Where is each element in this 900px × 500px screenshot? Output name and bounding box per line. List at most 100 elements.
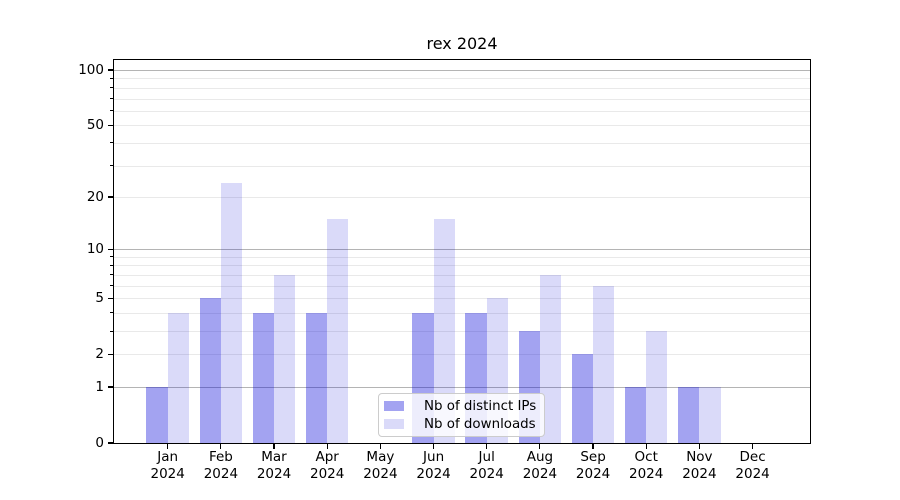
x-tick-year: 2024 [256,465,292,482]
x-tick-label: Jun 2024 [402,449,466,482]
x-tick-month: Jan [157,449,179,465]
gridline-minor [114,110,810,112]
y-tick-mark [107,196,113,198]
y-minor-tick-mark [109,264,113,266]
x-tick-year: 2024 [575,465,611,482]
x-tick-label: Dec 2024 [721,449,785,482]
bar-downloads [167,312,189,443]
chart-title: rex 2024 [426,34,498,53]
x-tick-year: 2024 [629,465,664,482]
x-tick-year: 2024 [682,465,717,482]
bar-distinct-ips [305,312,328,443]
bar-distinct-ips [199,298,221,443]
y-tick-label: 100 [78,62,104,78]
x-tick-mark [751,444,754,449]
x-tick-label: Jan 2024 [136,449,200,482]
x-tick-mark [432,444,435,449]
y-tick-mark [107,297,113,299]
x-tick-mark [539,444,541,449]
bar-downloads [327,218,349,443]
x-tick-label: Mar 2024 [242,449,306,482]
x-tick-month: Mar [261,449,287,465]
bar-downloads [274,274,296,443]
gridline-minor [114,285,810,287]
y-tick-mark [107,353,113,355]
x-tick-month: Aug [526,449,554,465]
x-tick-mark [326,444,328,449]
x-tick-year: 2024 [150,465,185,482]
x-tick-label: Apr 2024 [295,449,359,482]
y-tick-mark [107,248,113,250]
x-tick-mark [273,444,275,449]
x-tick-year: 2024 [363,465,398,482]
y-minor-tick-mark [109,330,113,332]
bar-downloads [646,331,668,443]
gridline-minor [114,78,810,80]
x-tick-mark [698,444,701,449]
x-tick-label: May 2024 [348,449,412,482]
x-tick-year: 2024 [469,465,504,482]
y-tick-mark [107,442,113,444]
y-tick-label: 1 [95,379,104,395]
y-minor-tick-mark [109,77,113,79]
legend-item-downloads: Nb of downloads [384,417,544,431]
x-tick-year: 2024 [203,465,239,482]
bar-distinct-ips [678,387,700,443]
x-tick-month: Apr [315,449,339,465]
x-tick-mark [220,444,222,449]
gridline-minor [114,331,810,332]
x-tick-month: Sep [580,449,606,465]
bar-distinct-ips [252,312,274,443]
gridline-minor [114,354,810,356]
x-tick-year: 2024 [310,465,345,482]
y-tick-mark [107,386,113,388]
gridline-minor [114,196,810,198]
legend-label-distinct-ips: Nb of distinct IPs [424,398,537,414]
bar-distinct-ips [146,387,168,443]
x-tick-year: 2024 [416,465,451,482]
gridline-minor [114,142,810,144]
bar-downloads [539,274,562,443]
y-tick-label: 50 [86,117,104,134]
gridline-minor [114,87,810,89]
x-tick-month: Dec [739,449,766,465]
x-tick-label: Sep 2024 [561,449,625,482]
x-tick-year: 2024 [735,465,770,482]
x-tick-mark [592,444,594,449]
gridline-minor [114,125,810,127]
y-minor-tick-mark [109,312,113,314]
bar-distinct-ips [624,387,647,443]
gridline-minor [114,274,810,276]
x-tick-month: Oct [634,449,658,465]
gridline-major [114,70,810,71]
gridline-major [114,249,810,251]
y-tick-label: 20 [86,188,104,205]
x-tick-label: Jul 2024 [455,449,519,482]
x-tick-month: May [366,449,395,465]
y-minor-tick-mark [109,285,113,287]
bar-downloads [699,387,721,443]
legend: Nb of distinct IPs Nb of downloads [378,393,545,437]
y-tick-mark [107,124,113,126]
x-tick-mark [379,444,381,449]
y-tick-label: 2 [95,346,104,363]
x-tick-mark [486,444,488,449]
y-tick-mark [107,69,113,71]
x-tick-label: Aug 2024 [508,449,572,482]
y-minor-tick-mark [109,110,113,112]
y-minor-tick-mark [109,274,113,276]
legend-swatch-distinct-ips [384,401,404,411]
gridline-minor [114,165,810,167]
bar-distinct-ips [571,354,594,443]
x-tick-month: Jul [478,449,495,465]
plot-area: 0 1 2 5 10 20 50 100 Jan 2024 Feb 2024 Mar 2024 Apr 202… [78,58,812,482]
gridline-minor [114,256,810,258]
gridline-minor [114,312,810,314]
y-minor-tick-mark [109,165,113,166]
y-minor-tick-mark [109,256,113,258]
x-tick-mark [167,444,169,449]
x-tick-label: Feb 2024 [189,449,253,482]
x-tick-label: Oct 2024 [614,449,678,482]
gridline-minor [114,98,810,100]
